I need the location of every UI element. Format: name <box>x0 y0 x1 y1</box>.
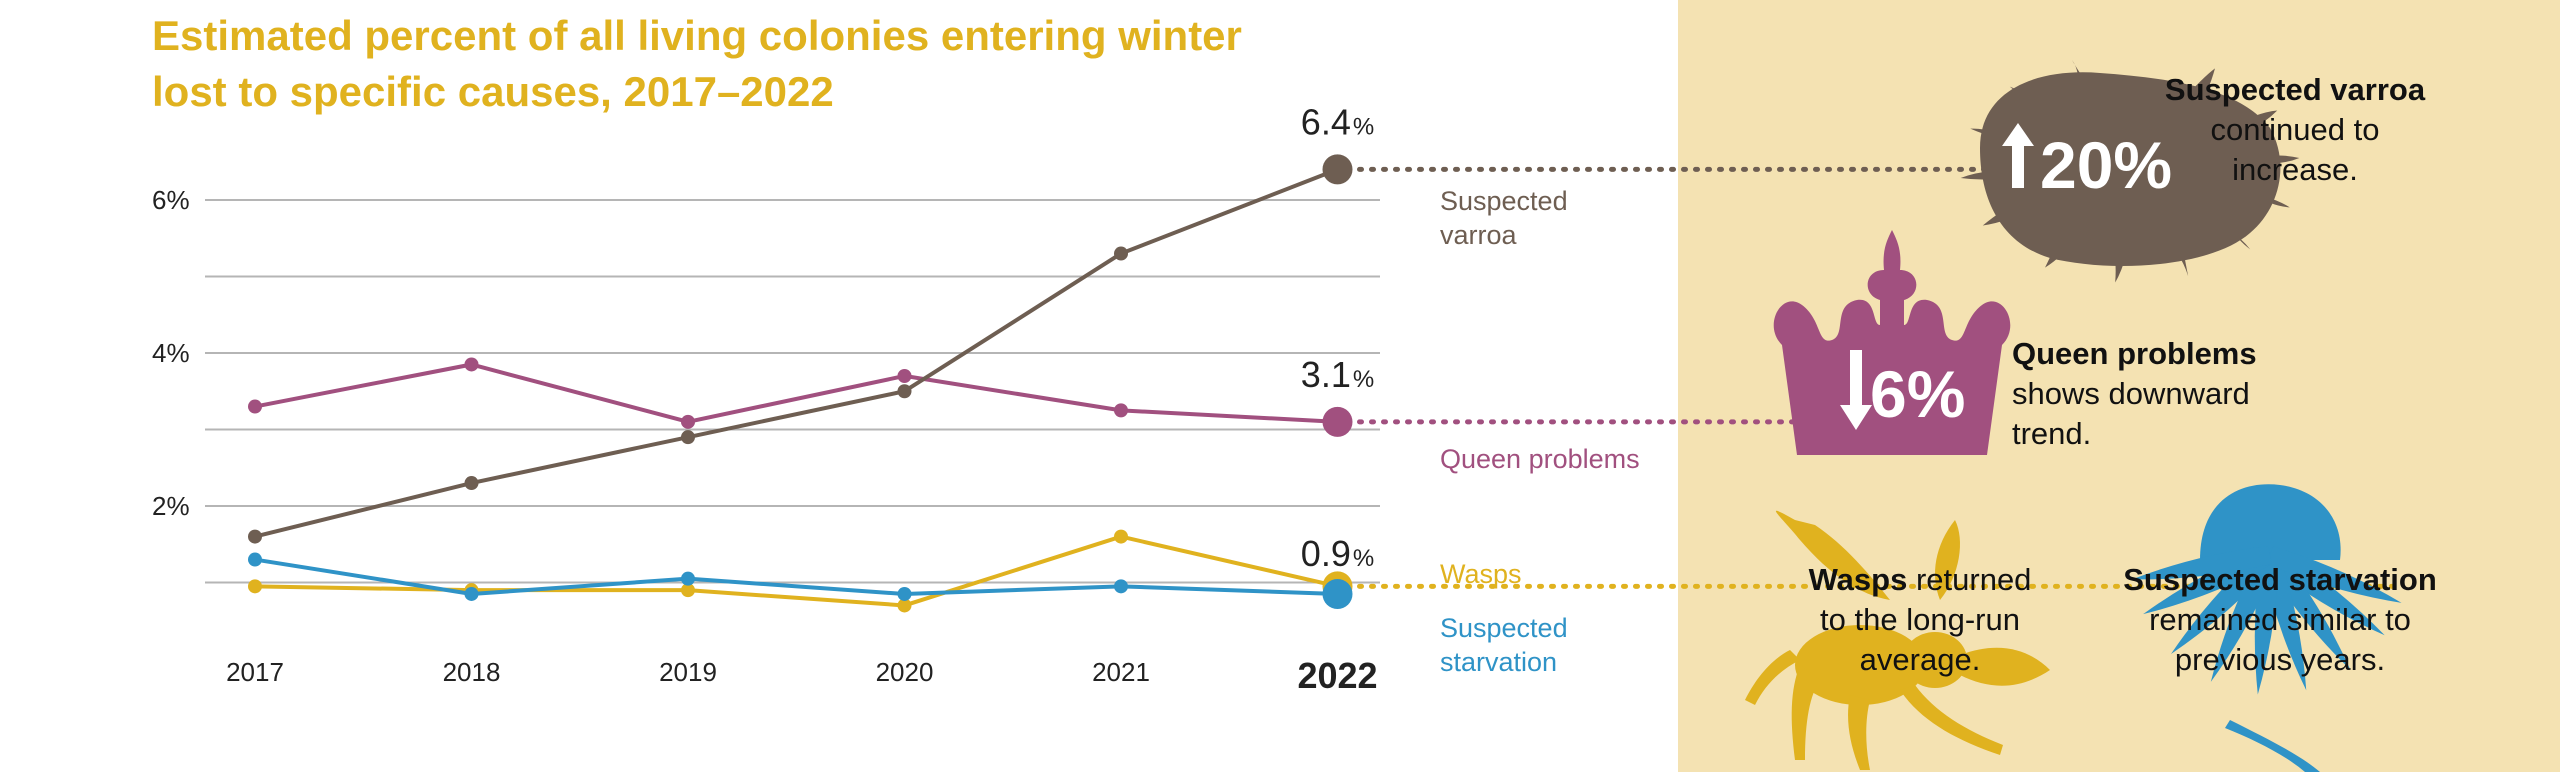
wasps-note-first: returned <box>1907 562 2032 597</box>
starvation-note-bold: Suspected starvation <box>2123 562 2437 597</box>
point-starvation <box>464 586 479 601</box>
series-lines <box>248 154 1353 613</box>
series-name-wasps: Wasps <box>1440 559 1522 589</box>
series-queen <box>248 357 1353 437</box>
gridlines <box>205 199 1380 584</box>
varroa-note-line-1: continued to <box>2210 112 2380 147</box>
point-wasps <box>897 598 912 613</box>
queen-note: Queen problems shows downward trend. <box>2012 334 2312 454</box>
point-queen <box>1114 403 1128 418</box>
point-varroa <box>1114 246 1128 261</box>
queen-change-badge: 6% <box>1870 357 1965 431</box>
series-varroa <box>248 154 1353 544</box>
series-name-starvation: Suspected <box>1440 613 1568 643</box>
flower-petal <box>2266 546 2402 603</box>
series-labels: 6.4% Suspected varroa 3.1% Queen problems 0.9… <box>1301 101 1640 677</box>
y-tick-label: 2% <box>152 491 190 521</box>
flower-petal <box>2210 551 2279 682</box>
x-tick-label: 2020 <box>876 657 934 687</box>
wasps-note: Wasps returned to the long-run average. <box>1780 560 2060 680</box>
down-arrow-icon <box>1840 350 1872 430</box>
line-varroa <box>254 167 1339 539</box>
point-starvation <box>1114 579 1128 594</box>
point-starvation <box>681 571 695 586</box>
wasps-note-line-1: to the long-run <box>1820 602 2020 637</box>
x-tick-label: 2019 <box>659 657 717 687</box>
series-name-varroa: varroa <box>1440 220 1518 250</box>
starvation-note: Suspected starvation remained similar to… <box>2110 560 2450 680</box>
varroa-change-badge: 20% <box>2040 128 2172 202</box>
line-wasps <box>254 534 1338 608</box>
point-starvation <box>897 586 912 601</box>
crown-icon: 6% <box>1773 230 2011 455</box>
line-queen <box>254 362 1338 424</box>
mite-body <box>1980 72 2281 266</box>
series-name-queen: Queen problems <box>1440 444 1640 474</box>
mite-leg <box>2232 193 2290 208</box>
flower-petal <box>2132 546 2272 580</box>
x-tick-label: 2021 <box>1092 657 1150 687</box>
x-tick-label: 2017 <box>226 657 284 687</box>
end-value-varroa: 6.4% <box>1301 101 1374 142</box>
chart-title-line-1: Estimated percent of all living colonies… <box>152 12 1242 59</box>
varroa-mite-icon: 20% <box>1960 59 2300 283</box>
x-tick-label: 2018 <box>443 657 501 687</box>
x-axis-tick-labels: 2017 2018 2019 2020 2021 2022 <box>226 655 1377 696</box>
queen-note-bold: Queen problems <box>2012 336 2257 371</box>
starvation-note-line-1: remained similar to <box>2149 602 2411 637</box>
point-queen <box>464 357 479 372</box>
wasp-icon <box>1745 510 2050 770</box>
point-queen <box>681 414 695 429</box>
wasps-note-bold: Wasps <box>1808 562 1908 597</box>
series-wasps <box>248 529 1353 613</box>
point-wasps <box>1114 529 1128 544</box>
flower-icon <box>2132 484 2402 772</box>
y-tick-label: 6% <box>152 185 190 215</box>
up-arrow-icon <box>2002 123 2034 188</box>
line-starvation <box>254 557 1338 596</box>
varroa-note: Suspected varroa continued to increase. <box>2100 70 2490 190</box>
wasps-note-line-2: average. <box>1859 642 1981 677</box>
point-varroa <box>248 529 262 544</box>
varroa-note-bold: Suspected varroa <box>2164 72 2426 107</box>
varroa-note-line-2: increase. <box>2232 152 2358 187</box>
series-name-varroa: Suspected <box>1440 186 1568 216</box>
point-varroa <box>681 430 695 445</box>
point-varroa <box>1322 154 1353 185</box>
point-queen <box>1322 406 1353 437</box>
series-starvation <box>248 552 1353 609</box>
starvation-note-line-2: previous years. <box>2174 642 2386 677</box>
point-queen <box>897 368 912 383</box>
y-tick-label: 4% <box>152 338 190 368</box>
chart-title: Estimated percent of all living colonies… <box>152 8 1652 120</box>
series-name-starvation: starvation <box>1440 647 1557 677</box>
queen-note-line-2: trend. <box>2012 416 2092 451</box>
point-varroa <box>464 476 479 491</box>
chart-title-line-2: lost to specific causes, 2017–2022 <box>152 68 834 115</box>
end-value-queen: 3.1% <box>1301 354 1374 395</box>
point-starvation <box>248 552 262 567</box>
point-varroa <box>897 384 912 399</box>
x-tick-label: 2022 <box>1297 655 1377 696</box>
point-starvation <box>1322 578 1353 609</box>
point-wasps <box>248 579 262 594</box>
point-queen <box>248 399 262 414</box>
point-wasps <box>681 583 695 598</box>
y-axis-tick-labels: 6% 4% 2% <box>152 185 190 521</box>
queen-note-line-1: shows downward <box>2012 376 2250 411</box>
end-value-wasps: 0.9% <box>1301 533 1374 574</box>
